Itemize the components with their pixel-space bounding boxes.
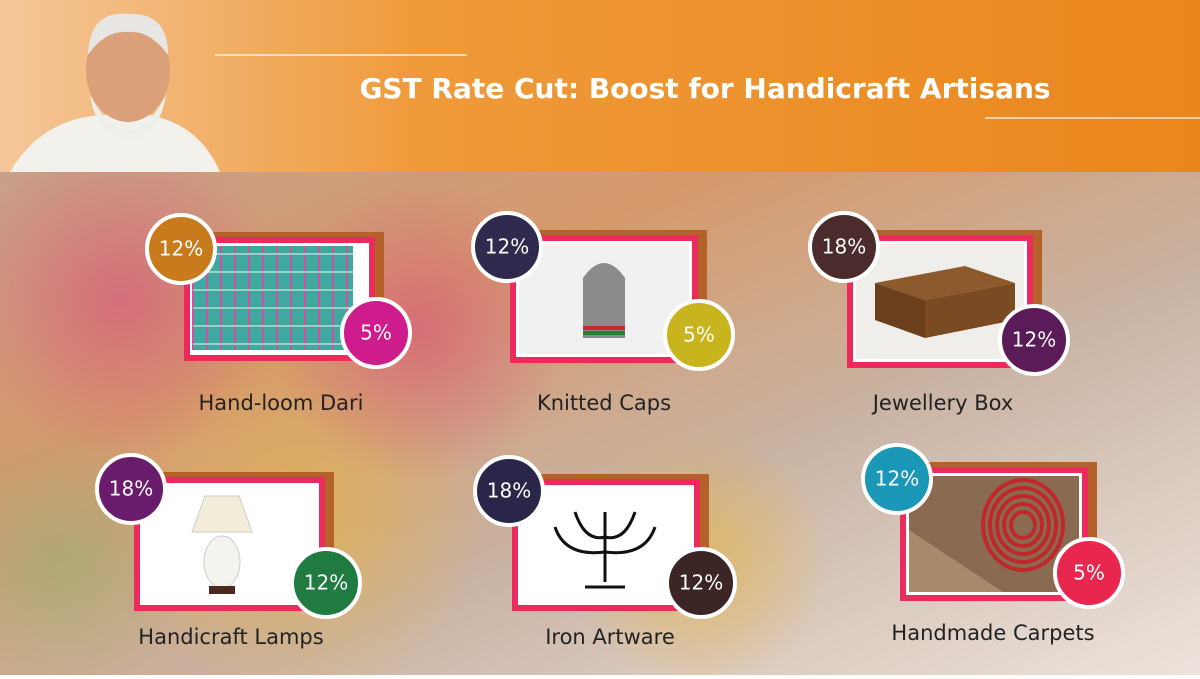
- product-card: 18% 12% Jewellery Box: [808, 211, 1070, 415]
- new-rate: 5%: [360, 321, 392, 345]
- picture: [583, 326, 625, 330]
- new-rate: 12%: [304, 571, 348, 595]
- old-rate-circle: [95, 453, 167, 525]
- picture: [925, 283, 1015, 338]
- product-image: [856, 244, 1024, 359]
- product-name: Handmade Carpets: [891, 621, 1094, 645]
- new-rate-circle: [290, 547, 362, 619]
- new-rate: 5%: [1073, 561, 1105, 585]
- product-name: Handicraft Lamps: [138, 625, 323, 649]
- old-rate: 12%: [485, 235, 529, 259]
- old-rate-circle: [861, 443, 933, 515]
- product-image: [192, 246, 353, 350]
- picture: [875, 283, 925, 338]
- product-image: [519, 244, 689, 354]
- title: GST Rate Cut: Boost for Handicraft Artis…: [359, 72, 1050, 105]
- product-name: Jewellery Box: [871, 391, 1014, 415]
- picture: [583, 331, 625, 335]
- picture: [1002, 502, 1044, 548]
- old-rate: 18%: [487, 479, 531, 503]
- old-rate-circle: [471, 211, 543, 283]
- product-name: Knitted Caps: [537, 391, 671, 415]
- product-name: Iron Artware: [545, 625, 675, 649]
- picture: [209, 586, 235, 594]
- product-image: [909, 476, 1079, 592]
- picture: [988, 486, 1058, 564]
- product-image: [143, 486, 316, 602]
- portrait: [10, 13, 220, 172]
- new-rate-circle: [665, 547, 737, 619]
- product-image: [521, 488, 691, 602]
- picture: [193, 246, 353, 350]
- picture: [583, 263, 625, 338]
- product-card: 12% 5% Knitted Caps: [471, 211, 735, 415]
- old-rate-circle: [145, 213, 217, 285]
- new-rate: 5%: [683, 323, 715, 347]
- picture: [875, 266, 1015, 300]
- new-rate-circle: [998, 304, 1070, 376]
- new-rate: 12%: [679, 571, 723, 595]
- product-card: 18% 12% Iron Artware: [473, 455, 737, 649]
- old-rate: 18%: [109, 477, 153, 501]
- picture: [995, 494, 1051, 556]
- picture: [1009, 510, 1037, 540]
- new-rate: 12%: [1012, 328, 1056, 352]
- picture: [909, 530, 1003, 592]
- product-name: Hand-loom Dari: [198, 391, 363, 415]
- old-rate: 18%: [822, 235, 866, 259]
- old-rate: 12%: [159, 237, 203, 261]
- picture: [191, 495, 253, 533]
- product-card: 18% 12% Handicraft Lamps: [95, 453, 362, 649]
- product-card: 12% 5% Hand-loom Dari: [145, 213, 412, 415]
- picture: [553, 511, 657, 589]
- old-rate-circle: [808, 211, 880, 283]
- picture: [203, 535, 241, 589]
- old-rate: 12%: [875, 467, 919, 491]
- old-rate-circle: [473, 455, 545, 527]
- product-card: 12% 5% Handmade Carpets: [861, 443, 1125, 645]
- new-rate-circle: [1053, 537, 1125, 609]
- new-rate-circle: [663, 299, 735, 371]
- picture: [981, 478, 1065, 572]
- new-rate-circle: [340, 297, 412, 369]
